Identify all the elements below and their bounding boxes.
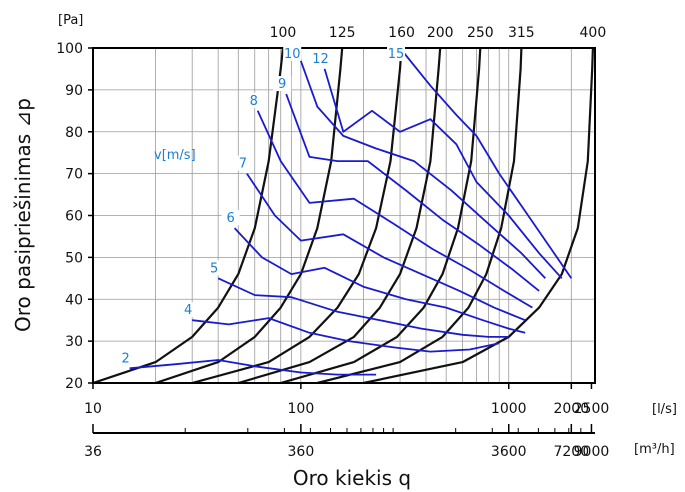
velocity-label: 15 (388, 47, 405, 62)
y-tick-label: 20 (65, 376, 83, 392)
diameter-label: 250 (467, 25, 494, 41)
x2-tick-label: 7200 (553, 444, 589, 460)
y-tick-label: 70 (65, 167, 83, 183)
x-axis-title: Oro kiekis q (293, 466, 411, 490)
x-unit-label: [l/s] (652, 402, 677, 417)
y-tick-label: 80 (65, 125, 83, 141)
diameter-label: 315 (508, 25, 535, 41)
x-tick-label: 2500 (574, 401, 610, 417)
y-unit-label: [Pa] (58, 13, 83, 28)
grid (93, 48, 595, 383)
x2-tick-label: 36 (84, 444, 102, 460)
velocity-label: 6 (226, 211, 234, 226)
diameter-curves (92, 47, 594, 385)
diameter-label: 100 (270, 25, 297, 41)
velocity-curve-4 (192, 317, 500, 353)
velocity-label: 2 (121, 351, 129, 366)
x2-tick-label: 360 (288, 444, 315, 460)
velocity-label-bg (244, 92, 263, 108)
x2-tick-label: 3600 (491, 444, 527, 460)
velocity-label-bg (179, 302, 198, 318)
velocity-curve-9 (285, 93, 540, 292)
x-tick-label: 100 (288, 401, 315, 417)
y-tick-label: 100 (56, 41, 83, 57)
diameter-label: 160 (388, 25, 415, 41)
velocity-curve-10 (295, 47, 546, 279)
velocity-unit-label: v[m/s] (154, 148, 196, 163)
velocity-curve-15 (399, 47, 573, 279)
velocity-curve-7 (246, 173, 526, 322)
y-tick-label: 40 (65, 292, 83, 308)
velocity-label-bg (273, 76, 292, 92)
velocity-label-bg (221, 210, 240, 226)
diameter-label: 200 (427, 25, 454, 41)
y-axis-title: Oro pasipriešinimas ⊿p (11, 98, 35, 332)
diameter-curve-250 (280, 47, 482, 385)
velocity-label-bg (205, 260, 224, 276)
velocity-label-bg (116, 350, 135, 366)
velocity-curve-2 (129, 359, 377, 376)
velocity-label-bg (283, 46, 302, 61)
x-tick-label: 1000 (491, 401, 527, 417)
diameter-curve-200 (237, 47, 442, 385)
diameter-label: 400 (580, 25, 607, 41)
diameter-curve-100 (92, 47, 285, 385)
velocity-label-bg (233, 155, 252, 171)
velocity-label-bg (311, 50, 330, 66)
velocity-curve-8 (256, 110, 533, 309)
velocity-labels: 2 4 5 6 7 8 9 10 12 15 (116, 46, 406, 366)
velocity-label: 12 (312, 52, 329, 67)
diameter-curve-315 (317, 47, 523, 385)
diameter-curve-400 (363, 47, 594, 385)
velocity-curve-12 (323, 68, 563, 279)
y-tick-label: 90 (65, 83, 83, 99)
y-tick-label: 50 (65, 250, 83, 266)
velocity-label: 7 (239, 157, 247, 172)
x2-tick-label: 9000 (574, 444, 610, 460)
diameter-labels: 100 125 160 200 250 315 400 (270, 25, 607, 41)
velocity-curves (129, 47, 573, 376)
y-tick-label: 30 (65, 334, 83, 350)
diameter-label: 125 (329, 25, 356, 41)
velocity-label: 9 (278, 77, 286, 92)
velocity-label: 4 (184, 303, 192, 318)
y-tick-label: 60 (65, 209, 83, 225)
velocity-label: 10 (284, 47, 301, 62)
x-tick-label: 2000 (553, 401, 589, 417)
diameter-curve-160 (191, 47, 403, 385)
velocity-label: 5 (210, 261, 218, 276)
velocity-label-bg (387, 46, 406, 61)
y-tick-labels: 20 30 40 50 60 70 80 90 100 (56, 41, 93, 392)
velocity-curve-5 (217, 277, 509, 338)
velocity-label: 8 (250, 94, 258, 109)
x2-unit-label: [m³/h] (634, 442, 675, 457)
x-tick-label: 10 (84, 401, 102, 417)
velocity-curve-6 (233, 227, 526, 334)
diameter-curve-125 (155, 47, 344, 385)
